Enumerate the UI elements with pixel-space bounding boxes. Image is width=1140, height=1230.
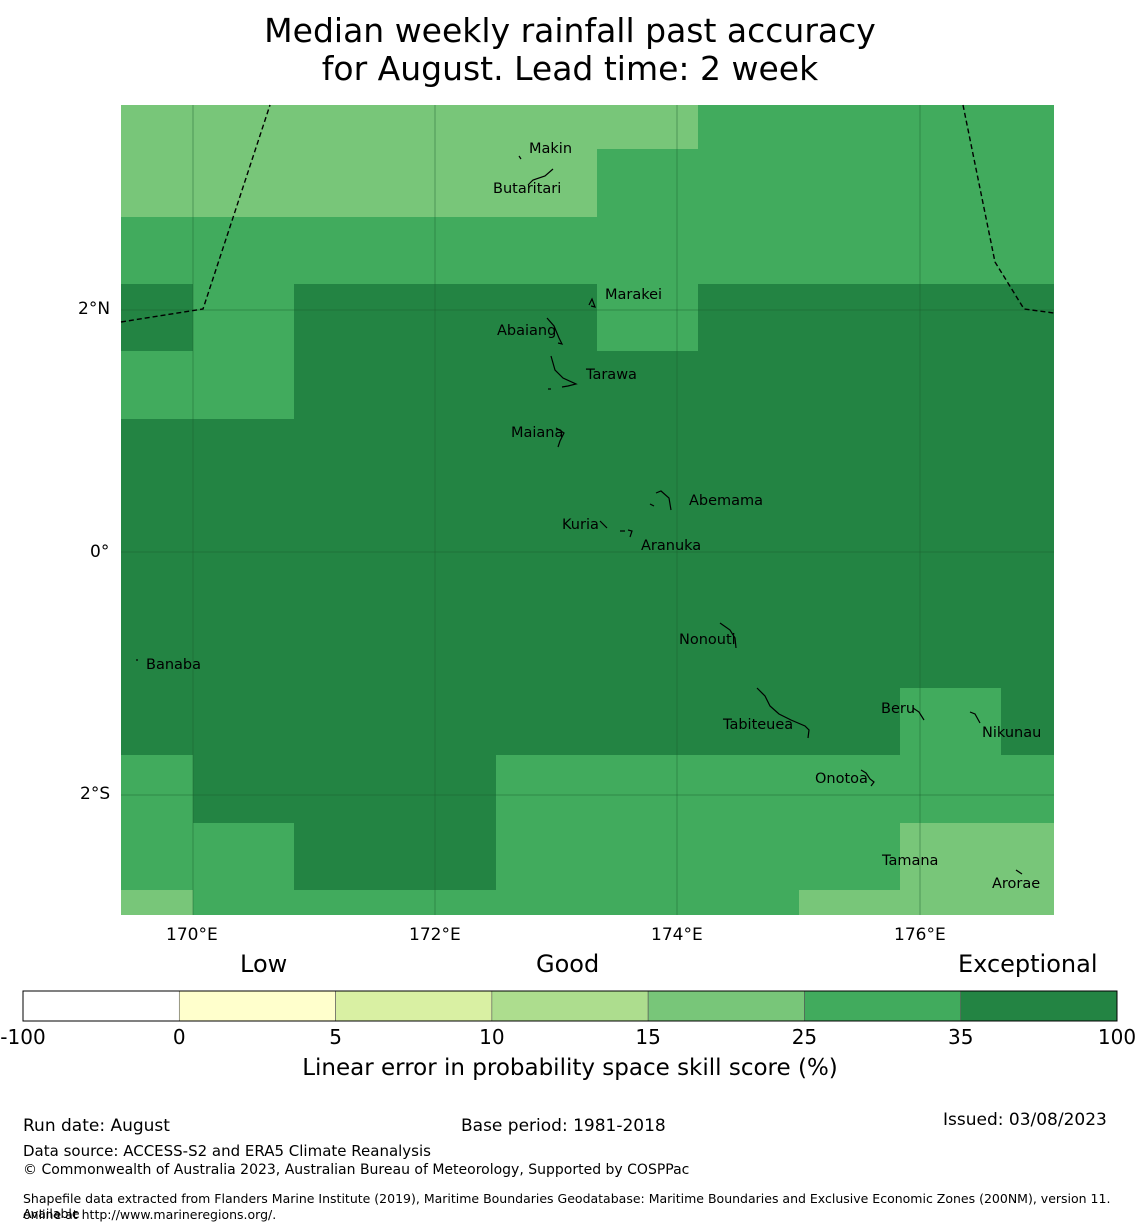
- colorbar-segment: [491, 990, 649, 1022]
- lat-label-2n: 2°N: [78, 299, 111, 319]
- lon-label-176e: 176°E: [894, 925, 946, 945]
- colorbar-tick-label: 100: [1097, 1025, 1137, 1049]
- island-label-abemama: Abemama: [689, 493, 764, 509]
- lon-label-170e: 170°E: [166, 925, 218, 945]
- shapefile-credit-line1: Shapefile data extracted from Flanders M…: [23, 1191, 1111, 1221]
- island-label-maiana: Maiana: [511, 425, 564, 441]
- island-label-nonouti: Nonouti: [679, 632, 736, 648]
- data-source: Data source: ACCESS-S2 and ERA5 Climate …: [23, 1142, 431, 1160]
- island-label-tamana: Tamana: [882, 853, 939, 869]
- island-outlines: [136, 155, 1023, 875]
- colorbar-tick-label: 35: [947, 1025, 974, 1049]
- island-label-abaiang: Abaiang: [497, 323, 557, 339]
- graticule: [121, 105, 1054, 915]
- island-label-tabiteuea: Tabiteuea: [723, 717, 794, 733]
- skill-grid: [121, 105, 1054, 915]
- run-date: Run date: August: [23, 1116, 170, 1136]
- lat-label-2s: 2°S: [80, 784, 111, 804]
- island-label-tarawa: Tarawa: [586, 367, 637, 383]
- colorbar-segment: [22, 990, 180, 1022]
- colorbar-tick-label: 25: [791, 1025, 818, 1049]
- island-label-aranuka: Aranuka: [641, 538, 702, 554]
- colorbar-tick-label: 10: [479, 1025, 505, 1049]
- island-label-butaritari: Butaritari: [493, 181, 562, 197]
- colorbar-tick-label: 15: [635, 1025, 661, 1049]
- colorbar-label-good: Good: [536, 950, 600, 978]
- colorbar-segment: [335, 990, 493, 1022]
- island-label-kuria: Kuria: [562, 517, 599, 533]
- island-label-marakei: Marakei: [605, 287, 663, 303]
- shapefile-credit-line2: online at http://www.marineregions.org/.: [23, 1207, 277, 1222]
- colorbar-border: [22, 990, 1118, 1022]
- map-title-line2: for August. Lead time: 2 week: [321, 49, 819, 88]
- copyright: © Commonwealth of Australia 2023, Austra…: [23, 1162, 690, 1178]
- eez-boundary: [120, 104, 1055, 323]
- colorbar-tick-label: -100: [0, 1025, 46, 1049]
- island-label-makin: Makin: [529, 141, 573, 157]
- colorbar-label-low: Low: [240, 950, 288, 978]
- colorbar: [22, 990, 1118, 1022]
- island-label-beru: Beru: [881, 701, 916, 717]
- lon-label-172e: 172°E: [409, 925, 461, 945]
- colorbar-tick-label: 0: [172, 1025, 186, 1049]
- colorbar-title: Linear error in probability space skill …: [302, 1055, 838, 1081]
- colorbar-segment: [804, 990, 962, 1022]
- island-label-arorae: Arorae: [992, 876, 1041, 892]
- colorbar-segment: [647, 990, 805, 1022]
- island-label-onotoa: Onotoa: [815, 771, 868, 787]
- lon-label-174e: 174°E: [651, 925, 703, 945]
- map-title-line1: Median weekly rainfall past accuracy: [264, 11, 876, 50]
- colorbar-tick-label: 5: [329, 1025, 342, 1049]
- island-label-nikunau: Nikunau: [982, 725, 1042, 741]
- issued-date: Issued: 03/08/2023: [943, 1110, 1107, 1130]
- colorbar-segment: [178, 990, 336, 1022]
- colorbar-label-exceptional: Exceptional: [958, 950, 1098, 978]
- lat-label-0: 0°: [90, 542, 110, 562]
- island-label-banaba: Banaba: [146, 657, 201, 673]
- colorbar-segment: [960, 990, 1118, 1022]
- base-period: Base period: 1981-2018: [461, 1116, 666, 1136]
